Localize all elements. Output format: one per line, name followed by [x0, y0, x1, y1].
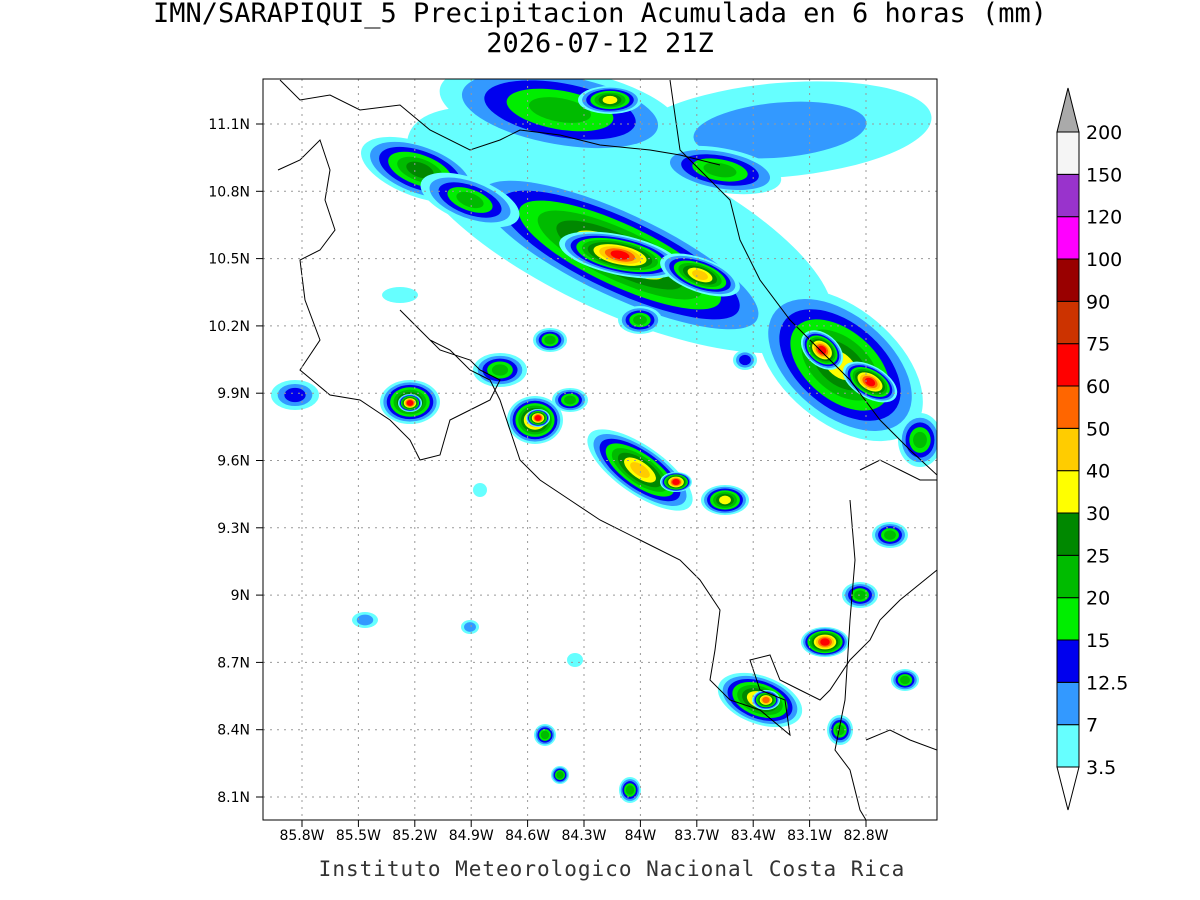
- colorbar-box: [1056, 681, 1080, 726]
- rain-cell: [534, 415, 542, 421]
- subtitle: 2026-07-12 21Z: [486, 28, 714, 59]
- lat-label: 9N: [231, 588, 250, 604]
- lat-label: 10.2N: [208, 319, 250, 335]
- rain-cell: [610, 250, 630, 260]
- rain-cell: [544, 335, 556, 345]
- colorbar-above: [1056, 87, 1080, 133]
- graticule: 11.1N 10.8N 10.5N 10.2N 9.9N 9.6N 9.3N 9N 8.7N 8.…: [208, 79, 937, 844]
- footer: Instituto Meteorologico Nacional Costa R…: [319, 857, 906, 881]
- rain-cell: [406, 400, 414, 406]
- colorbar-box: [1056, 131, 1080, 175]
- rain-cell: [739, 354, 751, 366]
- lat-label: 9.3N: [217, 521, 250, 537]
- rain-cell: [456, 191, 484, 209]
- rain-cell: [284, 387, 306, 403]
- colorbar-below: [1056, 766, 1080, 811]
- colorbar-label: 7: [1086, 715, 1098, 737]
- rain-cell: [540, 730, 550, 740]
- lat-label: 8.1N: [217, 790, 250, 806]
- colorbar-label: 12.5: [1086, 672, 1128, 694]
- colorbar-label: 50: [1086, 418, 1110, 440]
- lon-label: 83.1W: [787, 828, 832, 844]
- colorbar-label: 100: [1086, 249, 1122, 271]
- rain-cell: [693, 101, 867, 159]
- lon-label: 85.8W: [279, 828, 324, 844]
- rain-cell: [817, 345, 827, 355]
- rain-cell: [382, 287, 418, 303]
- rain-cell: [630, 462, 650, 478]
- lon-label: 85.2W: [392, 828, 437, 844]
- colorbar-label: 120: [1086, 207, 1122, 229]
- rain-cell: [556, 771, 564, 779]
- rain-cell: [703, 162, 737, 178]
- lat-label: 8.7N: [217, 655, 250, 671]
- rain-cell: [913, 431, 927, 449]
- rain-cell: [835, 724, 845, 736]
- lat-label: 8.4N: [217, 723, 250, 739]
- rain-cell: [464, 622, 476, 632]
- lon-label: 83.4W: [731, 828, 776, 844]
- lon-label: 84.9W: [449, 828, 494, 844]
- rain-cell: [356, 614, 374, 626]
- lat-label: 9.6N: [217, 454, 250, 470]
- rain-cell: [864, 377, 876, 387]
- rain-cell: [473, 483, 487, 497]
- colorbar-label: 90: [1086, 291, 1110, 313]
- lon-label: 83.7W: [674, 828, 719, 844]
- rain-cell: [625, 785, 635, 795]
- colorbar-label: 25: [1086, 545, 1110, 567]
- rain-cell: [528, 97, 592, 123]
- lon-label: 85.5W: [336, 828, 381, 844]
- rain-cell: [719, 495, 731, 505]
- map-frame: [262, 78, 938, 821]
- lat-label: 11.1N: [208, 117, 250, 133]
- colorbar-label: 150: [1086, 164, 1122, 186]
- colorbar-box: [1056, 554, 1080, 599]
- rain-cell: [900, 675, 910, 685]
- colorbar-label: 40: [1086, 461, 1110, 483]
- lat-label: 10.8N: [208, 184, 250, 200]
- colorbar-box: [1056, 724, 1080, 768]
- colorbar-box: [1056, 470, 1080, 514]
- lat-label: 9.9N: [217, 386, 250, 402]
- colorbar: 3.5 7 12.5 15 20 25 30 40 50 60 75 90 100 120 150 200: [1056, 87, 1128, 811]
- colorbar-box: [1056, 343, 1080, 387]
- rain-cell: [602, 95, 618, 105]
- precipitation-field: [271, 79, 937, 803]
- colorbar-label: 20: [1086, 588, 1110, 610]
- rain-cell: [672, 478, 680, 486]
- colorbar-box: [1056, 639, 1080, 683]
- rain-cell: [692, 270, 708, 280]
- colorbar-box: [1056, 512, 1080, 556]
- lat-label: 10.5N: [208, 252, 250, 268]
- colorbar-box: [1056, 385, 1080, 429]
- colorbar-box: [1056, 258, 1080, 302]
- title: IMN/SARAPIQUI_5 Precipitacion Acumulada …: [153, 0, 1047, 29]
- colorbar-box: [1056, 173, 1080, 218]
- rain-cell: [567, 653, 583, 667]
- lon-label: 84W: [625, 828, 657, 844]
- rain-cell: [491, 364, 509, 376]
- colorbar-label: 75: [1086, 334, 1110, 356]
- colorbar-label: 3.5: [1086, 757, 1116, 779]
- rain-cell: [633, 315, 647, 325]
- lon-label: 82.8W: [843, 828, 888, 844]
- coastlines: [277, 79, 937, 820]
- colorbar-box: [1056, 300, 1080, 345]
- rain-cell: [406, 161, 434, 179]
- colorbar-box: [1056, 427, 1080, 472]
- lon-label: 84.3W: [561, 828, 606, 844]
- colorbar-label: 60: [1086, 376, 1110, 398]
- lon-label: 84.6W: [505, 828, 550, 844]
- colorbar-label: 30: [1086, 503, 1110, 525]
- colorbar-box: [1056, 216, 1080, 260]
- colorbar-box: [1056, 597, 1080, 641]
- rain-cell: [820, 638, 830, 646]
- colorbar-label: 200: [1086, 122, 1122, 144]
- colorbar-label: 15: [1086, 630, 1110, 652]
- rain-cell: [564, 395, 576, 405]
- rain-cell: [884, 530, 896, 540]
- rain-cell: [762, 696, 770, 704]
